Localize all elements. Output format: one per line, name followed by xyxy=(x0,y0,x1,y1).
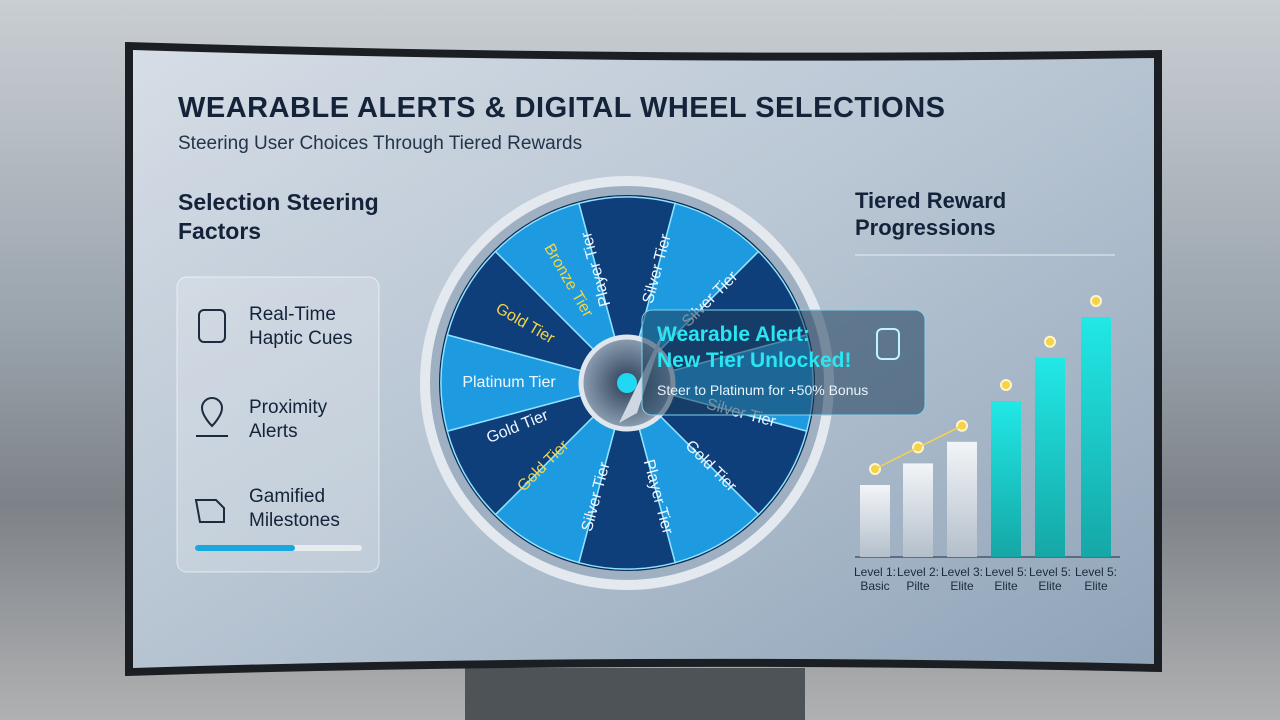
title: WEARABLE ALERTS & DIGITAL WHEEL SELECTIO… xyxy=(178,92,946,124)
milestone-icon xyxy=(194,499,225,523)
haptic-icon xyxy=(617,373,637,393)
wheel-segment xyxy=(440,333,630,433)
wheel-segment xyxy=(624,381,808,516)
factor-label: Real-Time Haptic Cues xyxy=(249,304,353,349)
factors-panel xyxy=(176,276,380,573)
x-tick-label: Level 1: Basic xyxy=(853,565,897,593)
chart-title: Tiered Reward Progressions xyxy=(855,188,1007,240)
x-tick-label: Level 2: Pilte xyxy=(896,565,940,593)
bar-chart xyxy=(860,295,1111,557)
progress-fill xyxy=(195,545,295,551)
factor-label: Gamified Milestones xyxy=(249,486,340,531)
x-tick-label: Level 5: Elite xyxy=(1028,565,1072,593)
alert-card xyxy=(641,309,926,416)
x-tick-label: Level 5: Elite xyxy=(1074,565,1118,593)
subtitle: Steering User Choices Through Tiered Rew… xyxy=(178,133,583,154)
bar xyxy=(991,401,1021,557)
factor-label: Proximity Alerts xyxy=(249,397,328,442)
wheel-segment xyxy=(494,380,629,564)
wheel-segment xyxy=(446,381,630,516)
stand xyxy=(465,668,805,720)
bar xyxy=(860,485,890,557)
bar xyxy=(1035,357,1065,557)
wheel-segment xyxy=(577,380,677,570)
wheel-segment xyxy=(577,196,677,386)
trend-line xyxy=(874,425,963,470)
bar xyxy=(903,463,933,557)
alert-text: Steer to Platinum for +50% Bonus xyxy=(657,382,869,398)
bar-marker xyxy=(1090,295,1102,307)
bar-marker xyxy=(1000,379,1012,391)
wheel-segment xyxy=(494,202,629,386)
alert-watch-icon xyxy=(876,328,900,360)
wheel-segment xyxy=(625,380,760,564)
factors-title: Selection Steering Factors xyxy=(178,189,379,244)
wheel-label: Platinum Tier xyxy=(462,374,556,391)
location-icon xyxy=(196,396,228,437)
wheel-segment xyxy=(446,250,630,385)
watch-icon xyxy=(198,309,226,343)
alert-title: Wearable Alert: New Tier Unlocked! xyxy=(657,323,852,372)
bar-marker xyxy=(1044,335,1056,348)
bar xyxy=(947,441,977,557)
x-tick-label: Level 5: Elite xyxy=(984,565,1028,593)
bar xyxy=(1081,317,1111,557)
x-tick-label: Level 3: Elite xyxy=(940,565,984,593)
